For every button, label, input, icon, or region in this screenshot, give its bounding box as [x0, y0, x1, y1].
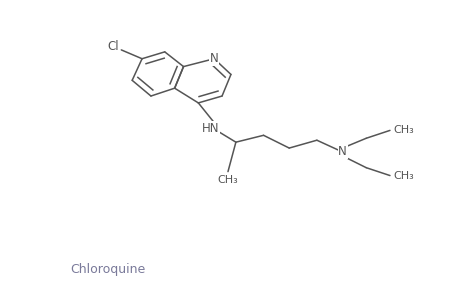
Text: HN: HN: [202, 122, 219, 135]
Text: Chloroquine: Chloroquine: [70, 263, 145, 276]
Text: N: N: [338, 145, 347, 158]
Text: CH₃: CH₃: [217, 175, 238, 185]
Text: N: N: [210, 52, 218, 65]
Text: CH₃: CH₃: [393, 171, 414, 181]
Text: Cl: Cl: [108, 41, 119, 53]
Text: CH₃: CH₃: [393, 125, 414, 135]
